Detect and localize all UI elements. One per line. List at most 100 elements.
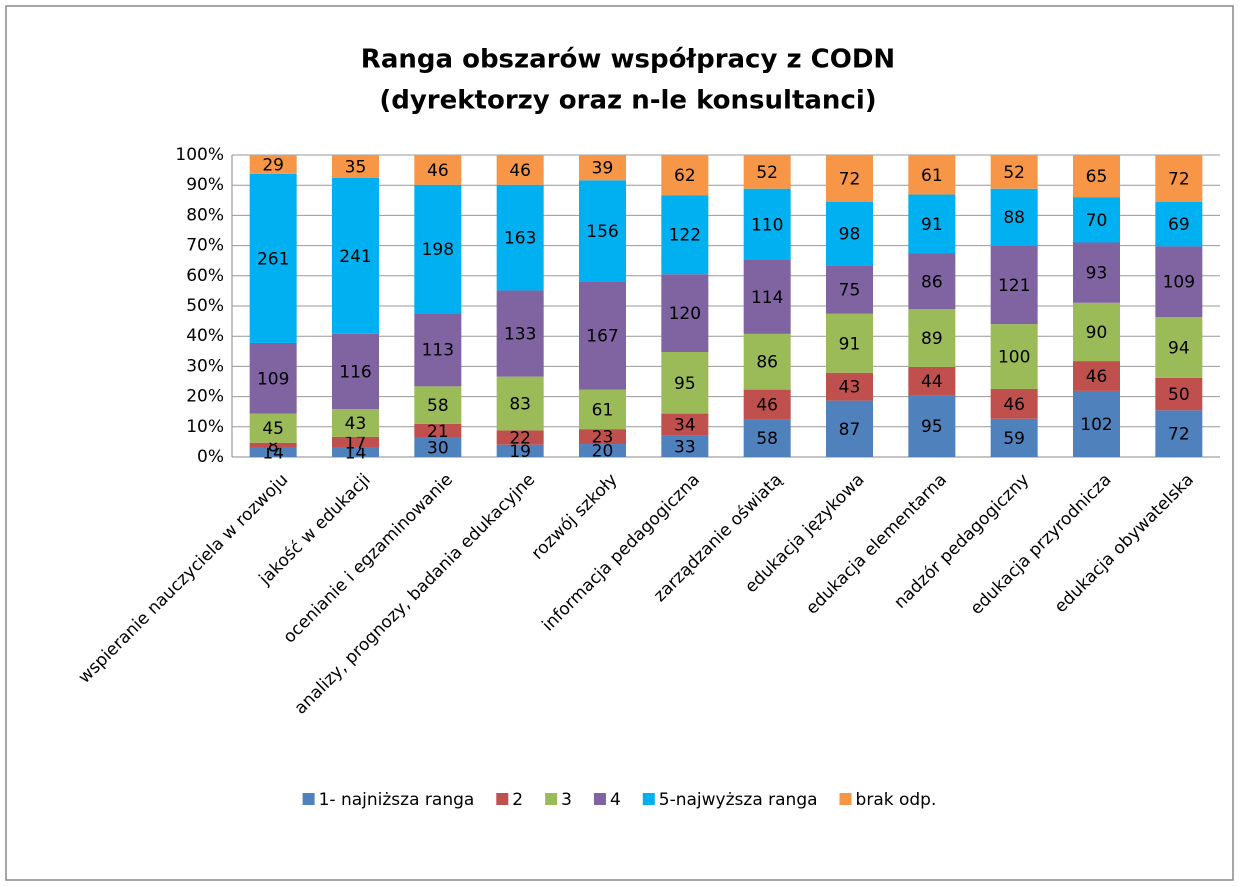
- bar-segment: [579, 429, 626, 445]
- bar-segment: [496, 184, 544, 291]
- data-label: 90: [1086, 323, 1108, 343]
- data-label: 43: [345, 414, 367, 434]
- data-label: 87: [839, 420, 861, 440]
- data-label: 30: [427, 438, 449, 458]
- data-label: 133: [504, 325, 536, 345]
- y-tick-label: 30%: [186, 356, 224, 376]
- bar-segment: [332, 333, 379, 410]
- data-label: 120: [669, 304, 701, 324]
- bar-segment: [826, 372, 873, 401]
- bar-segment: [661, 435, 709, 457]
- data-label: 35: [345, 157, 367, 177]
- data-label: 45: [262, 419, 284, 439]
- data-label: 72: [1168, 169, 1190, 189]
- data-label: 72: [1168, 425, 1190, 445]
- bar-segment: [990, 324, 1038, 389]
- data-label: 110: [751, 215, 783, 235]
- bar-segment: [990, 388, 1038, 419]
- bar-segment: [496, 376, 544, 431]
- bar-segment: [826, 265, 873, 314]
- data-label: 100: [998, 348, 1030, 368]
- data-label: 113: [422, 341, 454, 361]
- bar-segment: [1073, 390, 1120, 457]
- bar-segment: [661, 413, 709, 436]
- bar-segment: [990, 418, 1038, 457]
- legend-label: 3: [561, 790, 572, 810]
- data-label: 109: [257, 369, 289, 389]
- data-label: 39: [592, 159, 614, 179]
- bar-segment: [249, 173, 297, 343]
- bar-segment: [496, 444, 544, 457]
- bar-segment: [332, 409, 379, 437]
- bar-segment: [496, 290, 544, 377]
- bar-segment: [1155, 201, 1203, 247]
- bar-segment: [990, 155, 1038, 189]
- data-label: 14: [262, 443, 284, 463]
- data-label: 46: [756, 396, 778, 416]
- data-label: 122: [669, 226, 701, 246]
- data-label: 43: [839, 378, 861, 398]
- y-tick-label: 50%: [186, 296, 224, 316]
- data-label: 52: [756, 163, 778, 183]
- legend-label: 4: [610, 790, 621, 810]
- data-label: 22: [509, 429, 531, 449]
- bar-segment: [1155, 317, 1203, 378]
- data-label: 21: [427, 422, 449, 442]
- data-label: 59: [1003, 429, 1025, 449]
- legend-swatch: [545, 793, 558, 805]
- bar-segment: [496, 155, 544, 185]
- bar-segment: [908, 194, 956, 254]
- bar-segment: [908, 155, 956, 195]
- data-label: 95: [674, 374, 696, 394]
- legend-label: 5-najwyższa ranga: [659, 790, 818, 810]
- data-label: 261: [257, 249, 289, 269]
- chart-title: Ranga obszarów współpracy z CODN: [361, 45, 895, 75]
- data-label: 69: [1168, 215, 1190, 235]
- data-label: 114: [751, 288, 783, 308]
- bar-segment: [414, 386, 462, 424]
- y-tick-label: 10%: [186, 417, 224, 437]
- data-label: 86: [756, 353, 778, 373]
- bar-segment: [249, 447, 297, 457]
- bar-segment: [661, 352, 709, 414]
- y-tick-label: 40%: [186, 326, 224, 346]
- bar-segment: [990, 245, 1038, 325]
- y-tick-label: 0%: [197, 447, 224, 467]
- bar-segment: [249, 342, 297, 414]
- legend-swatch: [642, 793, 655, 805]
- bar-segment: [826, 155, 873, 202]
- data-label: 241: [339, 247, 371, 267]
- data-label: 46: [427, 161, 449, 181]
- bar-segment: [908, 253, 956, 310]
- bar-segment: [249, 155, 297, 174]
- data-label: 46: [509, 161, 531, 181]
- data-label: 94: [1168, 338, 1190, 358]
- bar-segment: [332, 155, 379, 178]
- bar-segment: [908, 309, 956, 367]
- legend-swatch: [302, 793, 315, 805]
- data-label: 8: [268, 436, 279, 456]
- data-label: 116: [339, 362, 371, 382]
- bar-segment: [1073, 302, 1120, 362]
- data-label: 91: [839, 334, 861, 354]
- legend-label: 1- najniższa ranga: [319, 790, 475, 810]
- data-label: 75: [839, 280, 861, 300]
- data-label: 17: [345, 433, 367, 453]
- bar-segment: [1155, 246, 1203, 318]
- bar-segment: [743, 419, 791, 457]
- data-label: 52: [1003, 163, 1025, 183]
- y-tick-label: 70%: [186, 236, 224, 256]
- legend-swatch: [839, 793, 852, 805]
- bar-segment: [496, 430, 544, 445]
- data-label: 88: [1003, 208, 1025, 228]
- bar-segment: [579, 155, 626, 181]
- data-label: 46: [1086, 367, 1108, 387]
- y-tick-label: 80%: [186, 205, 224, 225]
- bar-segment: [249, 442, 297, 448]
- data-label: 167: [586, 326, 618, 346]
- data-label: 109: [1163, 273, 1195, 293]
- bar-segment: [249, 413, 297, 443]
- bar-segment: [908, 395, 956, 457]
- data-label: 95: [921, 417, 943, 437]
